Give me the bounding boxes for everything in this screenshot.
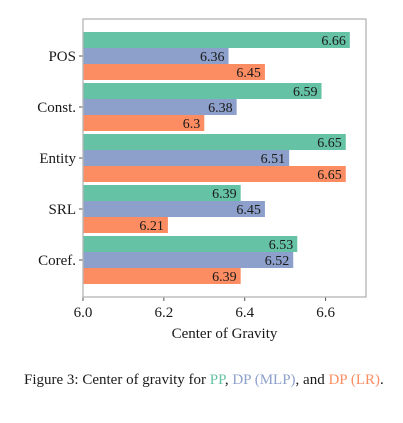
caption-dp-mlp: DP (MLP) bbox=[232, 372, 296, 388]
bar-dp_mlp-4 bbox=[83, 252, 294, 268]
bar-dp_mlp-2 bbox=[83, 150, 290, 166]
value-label-pp-4: 6.53 bbox=[269, 238, 294, 253]
bar-dp_lr-2 bbox=[83, 166, 346, 182]
bar-dp_mlp-0 bbox=[83, 48, 229, 64]
caption-pp: PP bbox=[209, 372, 225, 388]
bar-dp_mlp-1 bbox=[83, 99, 237, 115]
value-label-dp_mlp-0: 6.36 bbox=[200, 50, 225, 65]
value-label-dp_lr-0: 6.45 bbox=[236, 66, 261, 81]
bar-dp_lr-1 bbox=[83, 115, 205, 131]
value-label-dp_mlp-2: 6.51 bbox=[261, 152, 286, 167]
plot-frame bbox=[82, 18, 367, 298]
bar-chart: 6.666.366.456.596.386.36.656.516.656.396… bbox=[37, 18, 367, 342]
x-tick-label-2: 6.4 bbox=[235, 305, 254, 321]
bar-pp-2 bbox=[83, 134, 346, 150]
value-label-pp-0: 6.66 bbox=[321, 34, 346, 49]
value-label-dp_mlp-3: 6.45 bbox=[236, 203, 261, 218]
bar-dp_lr-4 bbox=[83, 268, 241, 284]
value-label-pp-2: 6.65 bbox=[317, 136, 342, 151]
bar-pp-0 bbox=[83, 32, 350, 48]
y-tick-label-0: POS bbox=[48, 49, 76, 65]
bar-pp-3 bbox=[83, 185, 241, 201]
value-label-dp_lr-1: 6.3 bbox=[183, 117, 201, 132]
caption-suffix: . bbox=[379, 372, 384, 388]
value-label-dp_lr-2: 6.65 bbox=[317, 168, 342, 183]
y-tick-label-2: Entity bbox=[39, 151, 76, 167]
value-label-dp_lr-3: 6.21 bbox=[139, 219, 164, 234]
value-label-dp_mlp-4: 6.52 bbox=[265, 254, 290, 269]
y-tick-label-3: SRL bbox=[48, 202, 76, 218]
y-tick-label-1: Const. bbox=[37, 100, 76, 116]
x-tick-label-0: 6.0 bbox=[74, 305, 93, 321]
y-axis-group: POS Const. Entity SRL Coref. bbox=[37, 49, 83, 269]
caption-sep1: , bbox=[224, 372, 233, 388]
x-tick-label-3: 6.6 bbox=[316, 305, 335, 321]
x-axis-group: 6.0 6.2 6.4 6.6 bbox=[74, 297, 335, 321]
figure-caption: Figure 3: Center of gravity for PP, DP (… bbox=[24, 370, 396, 390]
bars-group bbox=[83, 32, 350, 284]
value-label-pp-3: 6.39 bbox=[212, 187, 237, 202]
bar-dp_lr-3 bbox=[83, 217, 168, 233]
value-labels-group: 6.666.366.456.596.386.36.656.516.656.396… bbox=[139, 34, 345, 285]
x-axis-label: Center of Gravity bbox=[172, 326, 278, 342]
caption-dp-lr: DP (LR) bbox=[328, 372, 380, 388]
value-label-dp_lr-4: 6.39 bbox=[212, 270, 237, 285]
bar-pp-4 bbox=[83, 236, 298, 252]
bar-dp_mlp-3 bbox=[83, 201, 265, 217]
bar-pp-1 bbox=[83, 83, 322, 99]
caption-prefix: Figure 3: Center of gravity for bbox=[24, 372, 210, 388]
y-tick-label-4: Coref. bbox=[38, 253, 76, 269]
caption-sep2: , and bbox=[295, 372, 329, 388]
x-tick-label-1: 6.2 bbox=[154, 305, 173, 321]
value-label-dp_mlp-1: 6.38 bbox=[208, 101, 233, 116]
bar-dp_lr-0 bbox=[83, 64, 265, 80]
value-label-pp-1: 6.59 bbox=[293, 85, 318, 100]
